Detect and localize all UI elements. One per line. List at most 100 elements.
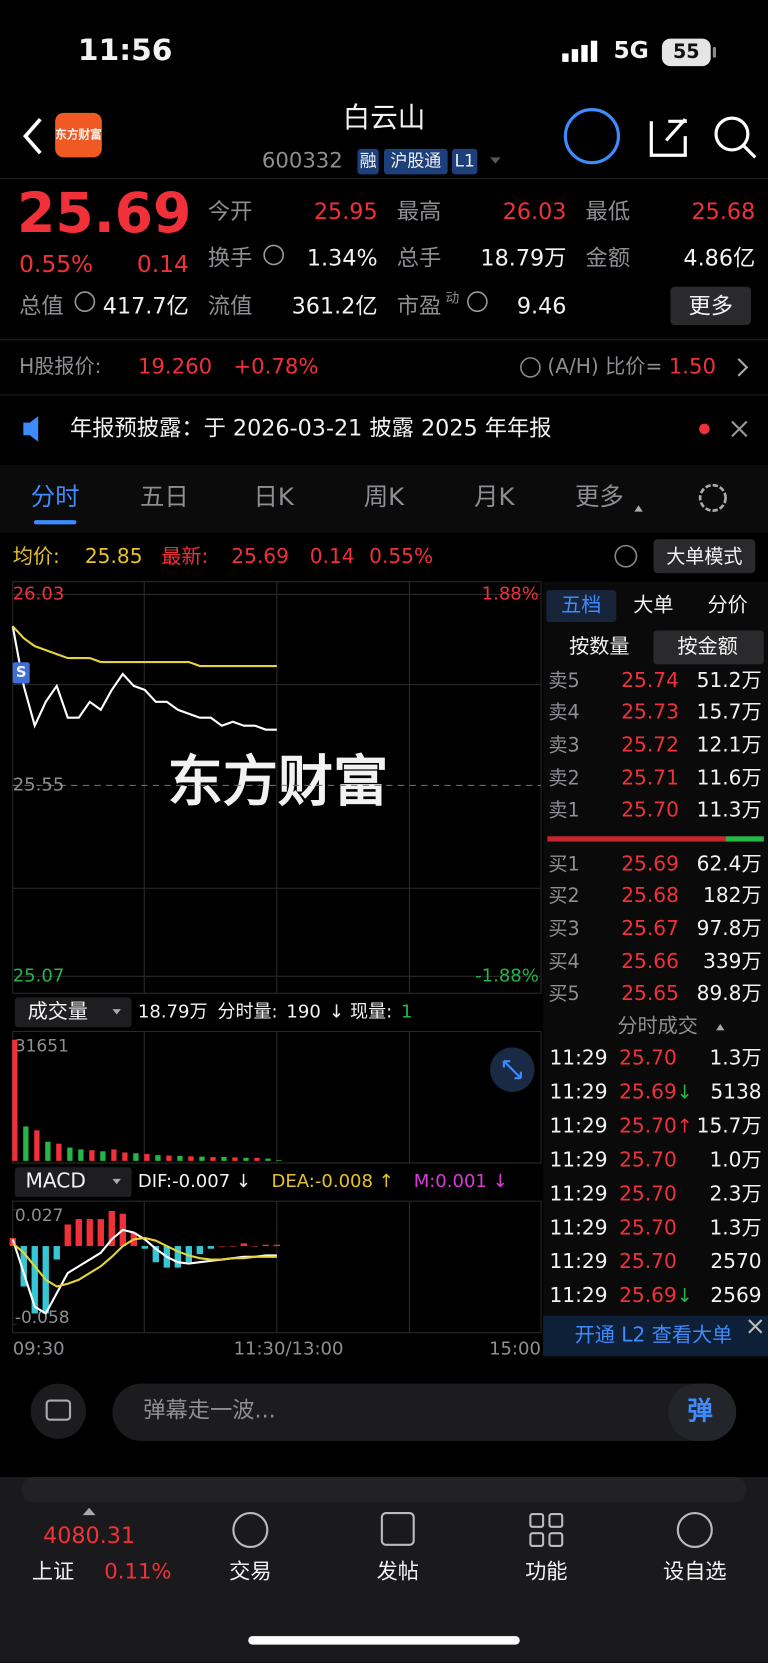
stock-code: 600332 (262, 149, 343, 174)
nav-item[interactable]: 交易 (229, 1559, 271, 1584)
comment-input[interactable] (112, 1383, 737, 1441)
index-name[interactable]: 上证 (32, 1559, 74, 1584)
level-volume: 62.4万 (697, 851, 762, 875)
info-icon (467, 291, 488, 312)
big-order-button[interactable] (653, 539, 756, 574)
help-icon[interactable] (614, 544, 638, 568)
comment-placeholder[interactable]: 弹幕走一波... (143, 1398, 276, 1424)
macd-title[interactable]: MACD (25, 1169, 85, 1193)
tag-badge (384, 148, 448, 175)
dropdown-caret[interactable] (490, 157, 501, 164)
mode-selected[interactable] (653, 630, 764, 665)
level-volume: 89.8万 (697, 981, 762, 1005)
send-label[interactable]: 弹 (687, 1396, 712, 1426)
macd-bar (218, 1246, 226, 1247)
nav-item[interactable]: 功能 (525, 1559, 567, 1584)
trade-price: 25.69 (619, 1079, 677, 1103)
comment-icon[interactable] (30, 1383, 86, 1439)
trade-price: 25.70 (619, 1181, 677, 1205)
back-button[interactable] (22, 117, 42, 155)
x-tick-label: 11:30/13:00 (234, 1339, 344, 1360)
level-price: 25.68 (621, 883, 679, 907)
post-icon[interactable] (380, 1511, 415, 1546)
index-change[interactable]: 0.11% (104, 1559, 171, 1584)
volume-bar (23, 1126, 29, 1161)
volume-bar (34, 1130, 40, 1161)
tab[interactable]: 更多 (575, 482, 624, 511)
tab-selected[interactable] (546, 590, 617, 622)
share-button[interactable] (649, 118, 687, 157)
panel-tab[interactable]: 大单 (633, 593, 673, 617)
field-value: 26.03 (503, 199, 567, 225)
more-label[interactable]: 更多 (688, 293, 733, 319)
l2-banner[interactable] (543, 1315, 768, 1357)
bottom-nav (0, 1476, 768, 1663)
tab[interactable]: 日K (253, 482, 294, 511)
level-label: 买4 (548, 950, 579, 973)
h-share-price: 19.260 (138, 354, 212, 379)
mode-label[interactable]: 大单模式 (666, 545, 742, 568)
tab[interactable]: 周K (364, 482, 405, 511)
nav-item[interactable]: 发帖 (377, 1559, 419, 1584)
watchlist-icon[interactable] (676, 1511, 713, 1549)
settings-button[interactable] (698, 483, 727, 512)
close-button[interactable] (748, 1319, 763, 1334)
panel-tab[interactable]: 五档 (561, 593, 601, 617)
tab[interactable]: 五日 (140, 482, 189, 511)
price-line (11, 626, 277, 731)
chevron[interactable] (737, 358, 749, 377)
dif: DIF:-0.007 ↓ (138, 1171, 251, 1192)
volume-bar (199, 1156, 205, 1161)
l2-text[interactable]: 开通 L2 查看大单 (575, 1322, 733, 1346)
caret (716, 1024, 725, 1031)
trade-time: 11:29 (549, 1249, 607, 1273)
y-tick-label: -0.058 (15, 1308, 70, 1328)
trade-price: 25.70 (619, 1046, 677, 1070)
tick-volume-label: 分时量: (217, 1001, 277, 1022)
send-button[interactable] (668, 1383, 737, 1441)
x-tick-label: 15:00 (489, 1339, 541, 1360)
tab[interactable]: 月K (474, 482, 515, 511)
more-button[interactable] (670, 286, 752, 325)
network: 5G (613, 36, 648, 64)
trade-price: 25.70 (619, 1113, 677, 1137)
y2-tick-label: 1.88% (482, 583, 539, 604)
level-price: 25.74 (621, 668, 679, 692)
trade-arrow: ↓ (677, 1080, 693, 1103)
volume-bar (254, 1157, 260, 1161)
macd-bar (240, 1243, 248, 1247)
change-pct: 0.55% (19, 250, 93, 278)
caret (112, 1009, 121, 1015)
index-value[interactable]: 4080.31 (43, 1523, 135, 1549)
dea-line (12, 1236, 277, 1288)
volume-bar (45, 1141, 51, 1161)
volume-selector[interactable] (14, 997, 132, 1028)
panel-mode[interactable]: 按金额 (677, 634, 737, 658)
ai-button[interactable] (563, 108, 621, 165)
help-icon[interactable] (520, 357, 541, 378)
volume-bar (56, 1143, 62, 1161)
panel-mode[interactable]: 按数量 (569, 634, 629, 658)
marker-badge (12, 662, 30, 684)
macd-bar (196, 1246, 204, 1255)
volume-bar (12, 1039, 18, 1161)
macd-selector[interactable] (14, 1167, 132, 1197)
macd-bar (273, 1244, 281, 1247)
trade-icon[interactable] (232, 1511, 269, 1549)
close-button[interactable] (731, 420, 748, 438)
macd-bar (229, 1246, 237, 1247)
panel-tab[interactable]: 分价 (708, 593, 748, 617)
notice-text[interactable]: 年报预披露：于 2026-03-21 披露 2025 年年报 (70, 415, 552, 441)
level-label: 卖2 (548, 766, 579, 789)
trade-price: 25.69 (619, 1283, 677, 1307)
app-logo (55, 112, 102, 158)
function-icon[interactable] (529, 1513, 564, 1547)
tab[interactable]: 分时 (31, 482, 80, 511)
volume-bar (177, 1155, 183, 1161)
search-button[interactable] (714, 116, 750, 152)
nav-item[interactable]: 设自选 (663, 1559, 727, 1584)
field-value: 25.68 (692, 199, 756, 225)
volume-title[interactable]: 成交量 (28, 999, 88, 1023)
now-value: 1 (401, 1001, 412, 1022)
